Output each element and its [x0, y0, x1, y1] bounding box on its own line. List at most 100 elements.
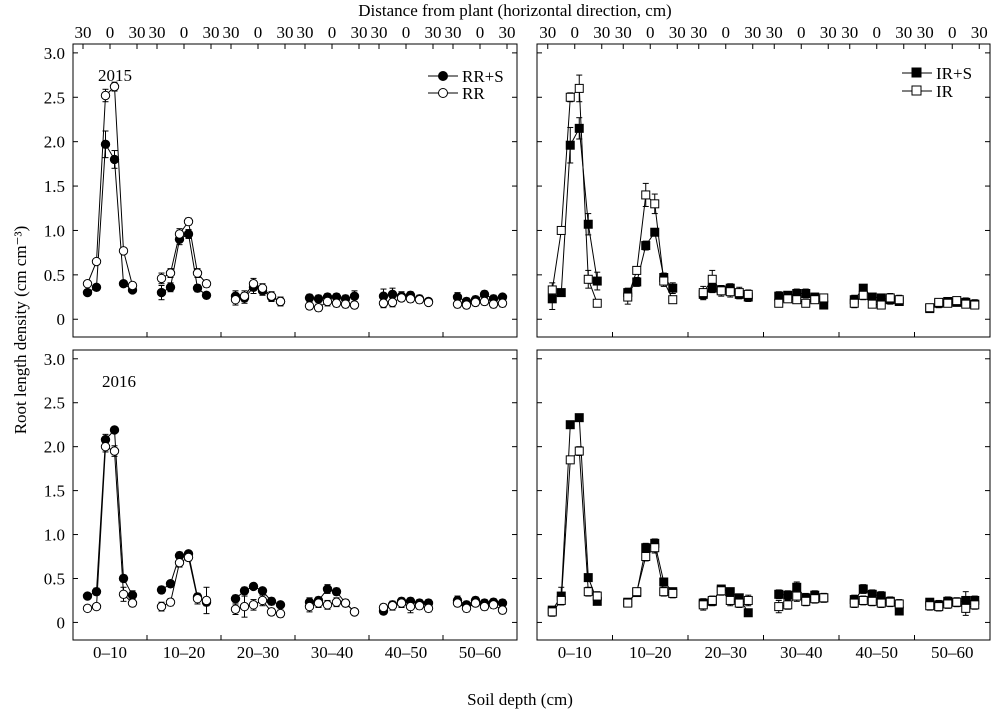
data-point-rr: [174, 229, 185, 239]
top-tick-label: 30: [223, 23, 240, 42]
y-tick-label: 1.5: [44, 482, 65, 501]
data-point-rr: [127, 598, 138, 608]
top-tick-label: 0: [106, 23, 115, 42]
data-point-rr-ss: [118, 573, 129, 584]
top-tick-label: 0: [328, 23, 337, 42]
series-line-rr-ss: [87, 428, 133, 597]
data-point-ir: [743, 289, 753, 299]
data-point-rr: [405, 294, 416, 304]
data-point-rr: [470, 598, 481, 608]
data-point-rr-ss: [331, 586, 342, 597]
data-point-rr-ss: [156, 287, 167, 298]
axes-layer: 00.51.01.52.02.53.030 0 30 30 0 30 30 0 30 30 0 30 3…: [44, 23, 990, 662]
data-point-rr: [322, 296, 333, 307]
depth-label: 50–60: [459, 643, 502, 662]
data-point-ir: [970, 600, 980, 610]
data-point-ir-ss: [592, 276, 602, 286]
data-point-rr-ss: [109, 154, 120, 165]
depth-label: 50–60: [931, 643, 974, 662]
data-point-ir: [659, 587, 669, 597]
data-point-rr-ss: [266, 596, 277, 607]
data-point-ir: [961, 299, 971, 309]
data-point-rr: [405, 601, 416, 612]
data-point-ir: [819, 593, 829, 603]
data-point-ir: [876, 598, 886, 608]
data-point-rr: [340, 598, 351, 608]
data-point-rr: [304, 601, 315, 612]
data-point-rr: [461, 603, 472, 614]
data-point-ir-ss: [641, 543, 651, 553]
depth-label: 40–50: [856, 643, 899, 662]
data-point-rr-ss: [156, 585, 167, 595]
top-tick-label: 30: [149, 23, 166, 42]
data-point-rr: [100, 441, 111, 452]
depth-label: 20–30: [237, 643, 280, 662]
y-tick-label: 0.5: [44, 569, 65, 588]
data-point-ir: [943, 298, 953, 308]
data-point-rr-ss: [304, 293, 315, 303]
data-point-ir: [961, 603, 971, 613]
data-point-rr: [109, 81, 120, 92]
top-tick-label: 0: [646, 23, 655, 42]
panel-frame-bottom-right: [536, 349, 991, 641]
legend-label-ir-s: IR+S: [936, 64, 972, 83]
data-point-rr-ss: [82, 287, 93, 298]
data-point-ir: [716, 586, 726, 596]
data-point-ir: [876, 300, 886, 310]
data-point-rr: [248, 279, 259, 289]
data-point-ir: [547, 607, 557, 617]
data-point-ir: [707, 595, 717, 605]
data-point-rr: [313, 303, 324, 313]
data-point-rr: [230, 295, 241, 305]
top-tick-label: 0: [948, 23, 957, 42]
data-point-rr: [488, 600, 499, 610]
data-point-rr-ss: [91, 586, 102, 597]
data-point-ir-ss: [725, 587, 735, 597]
panel-frames: [72, 43, 991, 641]
data-point-ir-ss: [659, 577, 669, 587]
data-point-rr: [118, 589, 129, 600]
data-point-ir: [583, 587, 593, 597]
data-point-rr: [387, 297, 398, 308]
top-tick-label: 0: [180, 23, 189, 42]
data-point-rr: [479, 296, 490, 307]
data-point-ir: [801, 596, 811, 606]
data-point-ir: [867, 596, 877, 606]
y-tick-label: 2.5: [44, 88, 65, 107]
y-tick-label: 1.5: [44, 177, 65, 196]
top-tick-label: 30: [744, 23, 761, 42]
top-tick-label: 30: [766, 23, 783, 42]
top-tick-label: 30: [297, 23, 314, 42]
data-point-rr: [488, 299, 499, 309]
top-tick-label: 30: [615, 23, 632, 42]
top-tick-label: 30: [203, 23, 220, 42]
data-point-ir-ss: [801, 288, 811, 298]
data-point-ir: [783, 600, 793, 610]
data-point-rr-ss: [349, 291, 360, 301]
data-point-rr: [248, 600, 259, 610]
data-point-rr-ss: [165, 579, 176, 589]
data-point-rr: [331, 597, 342, 607]
data-point-ir: [925, 601, 935, 611]
top-tick-label: 30: [351, 23, 368, 42]
data-point-rr: [349, 607, 360, 617]
data-point-ir-ss: [565, 140, 575, 150]
depth-label: 10–20: [629, 643, 672, 662]
data-point-rr-ss: [118, 279, 129, 289]
top-tick-label: 0: [476, 23, 485, 42]
y-tick-label: 2.5: [44, 394, 65, 413]
data-point-ir: [858, 290, 868, 300]
data-point-rr: [331, 298, 342, 308]
data-point-ir: [650, 543, 660, 553]
y-tick-label: 3.0: [44, 350, 65, 369]
data-point-ir: [547, 285, 557, 295]
data-point-ir: [716, 286, 726, 296]
data-point-rr-ss: [257, 586, 268, 596]
data-point-rr: [378, 298, 389, 308]
data-point-ir: [707, 274, 717, 284]
depth-label: 20–30: [705, 643, 748, 662]
data-point-ir: [632, 587, 642, 597]
legend-label-ir: IR: [936, 82, 954, 101]
data-point-ir: [698, 288, 708, 298]
